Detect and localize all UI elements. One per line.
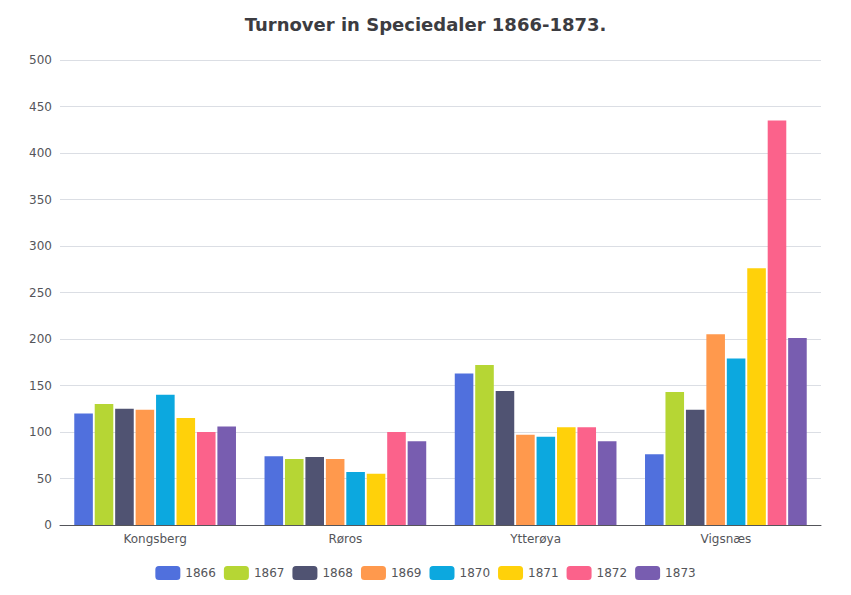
- svg-text:Vigsnæs: Vigsnæs: [700, 532, 751, 546]
- svg-text:450: 450: [29, 100, 52, 114]
- svg-text:150: 150: [29, 379, 52, 393]
- svg-text:400: 400: [29, 146, 52, 160]
- svg-text:500: 500: [29, 53, 52, 67]
- svg-text:1869: 1869: [391, 566, 422, 580]
- svg-text:Ytterøya: Ytterøya: [509, 532, 561, 546]
- svg-text:1867: 1867: [254, 566, 285, 580]
- svg-text:100: 100: [29, 425, 52, 439]
- svg-text:1871: 1871: [528, 566, 559, 580]
- svg-text:1872: 1872: [597, 566, 628, 580]
- svg-text:Røros: Røros: [328, 532, 362, 546]
- svg-text:1868: 1868: [322, 566, 353, 580]
- svg-text:350: 350: [29, 193, 52, 207]
- svg-text:300: 300: [29, 239, 52, 253]
- svg-text:50: 50: [37, 472, 52, 486]
- svg-text:Kongsberg: Kongsberg: [123, 532, 186, 546]
- svg-text:1870: 1870: [460, 566, 491, 580]
- svg-text:1873: 1873: [665, 566, 696, 580]
- svg-text:1866: 1866: [185, 566, 216, 580]
- svg-text:Turnover in Speciedaler 1866-1: Turnover in Speciedaler 1866-1873.: [245, 14, 607, 35]
- svg-text:250: 250: [29, 286, 52, 300]
- svg-text:0: 0: [44, 518, 52, 532]
- svg-text:200: 200: [29, 332, 52, 346]
